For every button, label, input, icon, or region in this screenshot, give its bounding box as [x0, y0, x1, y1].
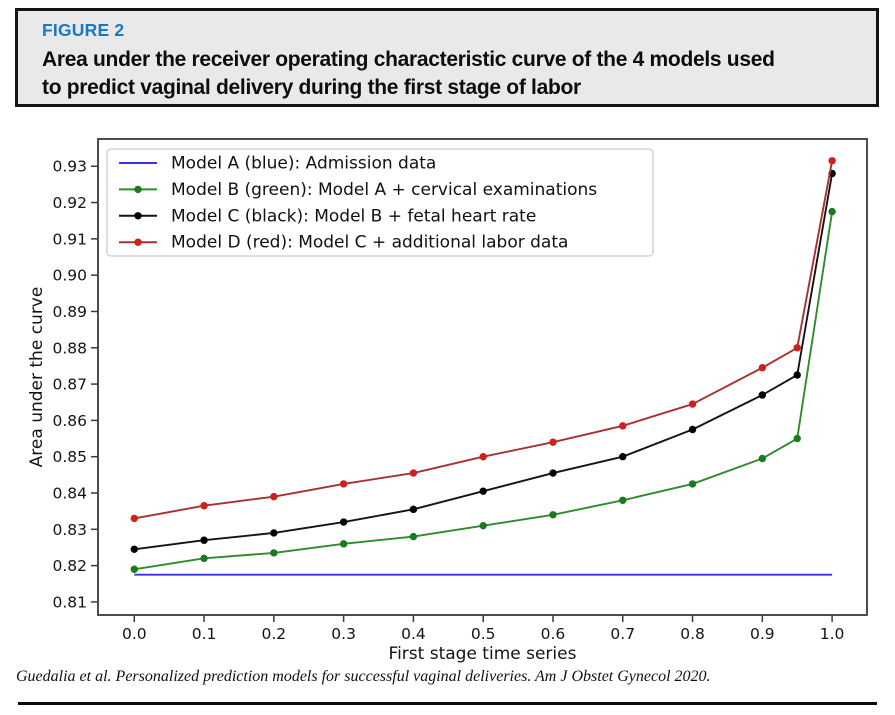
y-tick-label: 0.92	[52, 194, 87, 212]
y-tick-label: 0.84	[52, 485, 87, 503]
y-tick-label: 0.93	[52, 158, 87, 176]
y-tick-label: 0.87	[52, 376, 87, 394]
data-point	[688, 480, 697, 488]
x-tick-label: 0.9	[750, 625, 775, 643]
x-tick-label: 0.8	[680, 625, 705, 643]
auc-line-chart: 0.81 0.82 0.83 0.84 0.85 0.86 0.87 0.88 0.89 0.90…	[0, 113, 895, 664]
data-point	[479, 521, 487, 530]
y-tick-label: 0.89	[52, 303, 87, 321]
series-line	[134, 160, 834, 520]
data-point	[688, 400, 697, 408]
legend-item-label: Model B (green): Model A + cervical exam…	[171, 180, 597, 200]
data-point	[130, 545, 138, 553]
data-point	[200, 502, 208, 510]
data-point	[688, 425, 697, 434]
y-tick-label: 0.83	[52, 521, 87, 539]
y-axis-label: Area under the curve	[27, 287, 47, 468]
figure-title-line1: Area under the receiver operating charac…	[42, 48, 775, 71]
data-point	[479, 452, 487, 461]
figure-title: Area under the receiver operating charac…	[42, 46, 852, 102]
bottom-divider	[18, 702, 877, 705]
legend-item-label: Model C (black): Model B + fetal heart r…	[171, 206, 536, 226]
data-point	[339, 480, 348, 488]
legend-marker-dot	[134, 238, 142, 246]
figure-title-line2: to predict vaginal delivery during the f…	[42, 76, 581, 99]
data-point	[828, 207, 836, 216]
data-point	[130, 514, 138, 523]
citation-text: Guedalia et al. Personalized prediction …	[16, 668, 711, 685]
x-tick-label: 0.0	[122, 625, 147, 643]
y-tick-label: 0.88	[52, 339, 87, 357]
data-point	[270, 549, 278, 557]
data-point	[758, 364, 767, 372]
x-tick-label: 1.0	[820, 625, 845, 643]
legend-marker-dot	[134, 185, 142, 194]
data-point	[409, 532, 418, 541]
legend-box	[106, 148, 654, 257]
data-point	[549, 438, 557, 446]
y-tick-label: 0.85	[52, 448, 87, 466]
data-point	[339, 540, 348, 548]
x-axis-label: First stage time series	[389, 644, 577, 663]
data-point	[479, 487, 487, 495]
y-tick-label: 0.91	[52, 230, 87, 248]
y-tick-label: 0.81	[52, 593, 87, 611]
data-point	[270, 529, 278, 537]
x-tick-label: 0.2	[262, 625, 287, 643]
figure-header-box: FIGURE 2 Area under the receiver operati…	[15, 8, 879, 107]
data-point	[619, 452, 627, 461]
data-point	[619, 422, 627, 430]
data-point	[758, 391, 767, 399]
data-point	[619, 496, 627, 504]
x-tick-label: 0.7	[610, 625, 635, 643]
legend-marker-dot	[134, 212, 142, 220]
series-line	[134, 173, 834, 551]
y-tick-label: 0.82	[52, 557, 87, 575]
data-point	[270, 492, 278, 501]
data-point	[758, 454, 767, 463]
x-tick-label: 0.4	[401, 625, 426, 643]
data-point	[409, 505, 418, 514]
data-point	[793, 371, 801, 379]
series-line	[134, 211, 834, 571]
y-tick-label: 0.90	[52, 267, 87, 285]
x-tick-label: 0.5	[471, 625, 496, 643]
data-point	[828, 157, 836, 165]
data-point	[549, 469, 557, 477]
data-point	[339, 518, 348, 526]
data-point	[200, 554, 208, 563]
data-point	[549, 511, 557, 519]
figure-number-label: FIGURE 2	[42, 20, 125, 40]
x-tick-label: 0.1	[192, 625, 217, 643]
data-point	[793, 434, 801, 443]
legend-item-label: Model D (red): Model C + additional labo…	[171, 233, 568, 253]
data-point	[200, 536, 208, 544]
x-tick-label: 0.6	[541, 625, 566, 643]
data-point	[793, 344, 801, 352]
data-point	[130, 565, 138, 573]
chart-canvas: 0.810.820.830.840.850.860.870.880.890.90…	[27, 138, 868, 664]
x-tick-label: 0.3	[331, 625, 356, 643]
legend-item-label: Model A (blue): Admission data	[171, 154, 436, 174]
data-point	[409, 469, 418, 477]
y-tick-label: 0.86	[52, 412, 87, 430]
